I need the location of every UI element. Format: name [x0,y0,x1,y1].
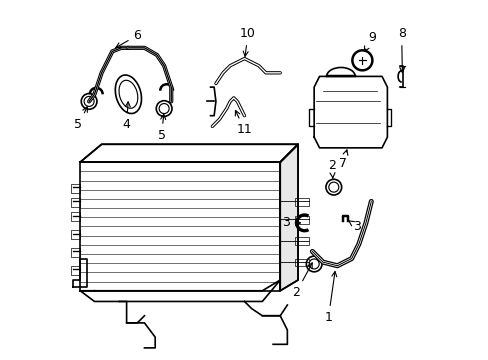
Polygon shape [313,76,386,148]
Bar [294,258,308,266]
Text: 1: 1 [324,271,336,324]
Text: 3: 3 [281,216,300,229]
Bar [71,248,80,257]
Text: 4: 4 [122,102,130,131]
Text: 7: 7 [338,150,347,170]
Bar [71,230,80,239]
Text: 6: 6 [116,29,141,48]
Text: 2: 2 [292,263,312,299]
Bar [294,216,308,224]
Text: 9: 9 [364,31,376,51]
Text: 5: 5 [157,114,165,142]
Text: 11: 11 [235,111,252,136]
Text: 2: 2 [327,159,335,178]
Text: 5: 5 [74,107,87,131]
Bar [71,184,80,193]
Polygon shape [80,144,298,162]
Bar [71,212,80,221]
Bar [71,198,80,207]
Polygon shape [280,144,298,291]
Bar [294,237,308,245]
Text: 3: 3 [347,220,360,233]
Text: 10: 10 [240,27,256,57]
Bar [294,198,308,206]
Text: 8: 8 [397,27,405,72]
Bar [71,266,80,275]
